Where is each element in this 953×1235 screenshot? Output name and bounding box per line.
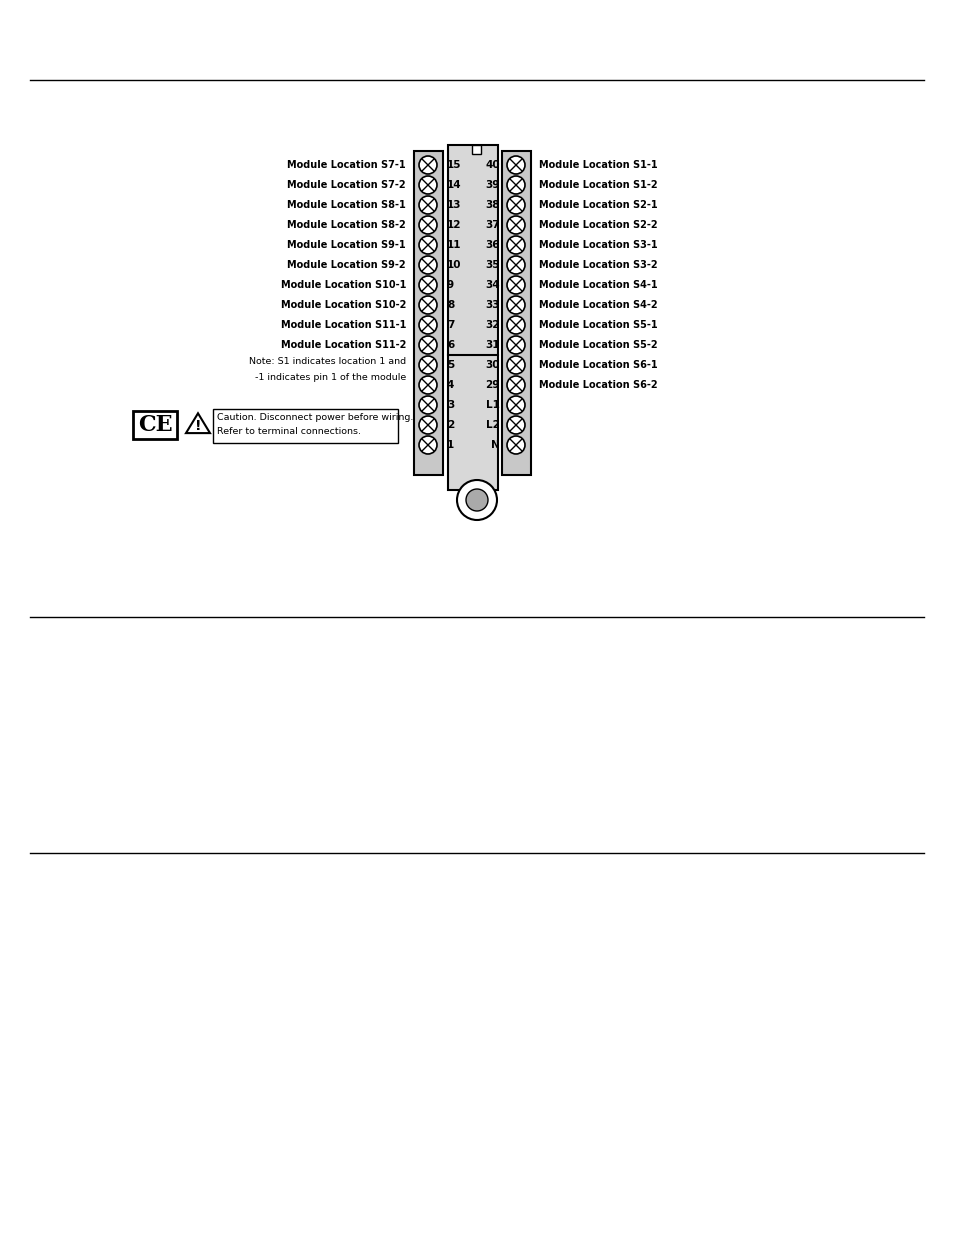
Bar xyxy=(472,144,481,154)
Text: Module Location S2-2: Module Location S2-2 xyxy=(538,220,657,230)
Text: 4: 4 xyxy=(447,380,454,390)
Circle shape xyxy=(418,177,436,194)
Text: 15: 15 xyxy=(447,161,461,170)
Text: 2: 2 xyxy=(447,420,454,430)
Text: Module Location S8-2: Module Location S8-2 xyxy=(287,220,406,230)
Text: 29: 29 xyxy=(485,380,499,390)
Text: Module Location S3-1: Module Location S3-1 xyxy=(538,240,657,249)
Circle shape xyxy=(506,296,524,314)
Text: 13: 13 xyxy=(447,200,461,210)
Text: 7: 7 xyxy=(447,320,454,330)
Text: Module Location S1-2: Module Location S1-2 xyxy=(538,180,657,190)
Text: 31: 31 xyxy=(485,340,499,350)
Circle shape xyxy=(418,375,436,394)
Text: Module Location S7-1: Module Location S7-1 xyxy=(287,161,406,170)
Circle shape xyxy=(456,480,497,520)
Text: Module Location S10-1: Module Location S10-1 xyxy=(280,280,406,290)
Text: Module Location S10-2: Module Location S10-2 xyxy=(280,300,406,310)
Bar xyxy=(132,411,177,438)
Text: 38: 38 xyxy=(485,200,499,210)
Text: 32: 32 xyxy=(485,320,499,330)
Circle shape xyxy=(418,336,436,354)
Text: Module Location S11-2: Module Location S11-2 xyxy=(280,340,406,350)
Text: L2: L2 xyxy=(486,420,499,430)
Text: 9: 9 xyxy=(447,280,454,290)
Text: Module Location S5-1: Module Location S5-1 xyxy=(538,320,657,330)
Text: 5: 5 xyxy=(447,359,454,370)
Circle shape xyxy=(418,296,436,314)
Text: Module Location S4-2: Module Location S4-2 xyxy=(538,300,657,310)
Bar xyxy=(501,151,531,475)
Circle shape xyxy=(418,216,436,233)
Circle shape xyxy=(506,396,524,414)
Circle shape xyxy=(506,356,524,374)
Text: Module Location S3-2: Module Location S3-2 xyxy=(538,261,657,270)
Circle shape xyxy=(418,275,436,294)
Circle shape xyxy=(418,396,436,414)
Text: 12: 12 xyxy=(447,220,461,230)
Text: 6: 6 xyxy=(447,340,454,350)
Circle shape xyxy=(418,236,436,254)
Text: 35: 35 xyxy=(485,261,499,270)
Text: 40: 40 xyxy=(485,161,499,170)
Text: N: N xyxy=(491,440,499,450)
Circle shape xyxy=(418,256,436,274)
Text: Module Location S4-1: Module Location S4-1 xyxy=(538,280,657,290)
Circle shape xyxy=(418,436,436,454)
Text: 34: 34 xyxy=(485,280,499,290)
Text: Module Location S7-2: Module Location S7-2 xyxy=(287,180,406,190)
Circle shape xyxy=(506,177,524,194)
Text: CE: CE xyxy=(137,414,172,436)
Circle shape xyxy=(418,196,436,214)
Text: Module Location S9-2: Module Location S9-2 xyxy=(287,261,406,270)
Text: Note: S1 indicates location 1 and: Note: S1 indicates location 1 and xyxy=(249,357,406,366)
Text: -1 indicates pin 1 of the module: -1 indicates pin 1 of the module xyxy=(254,373,406,382)
Text: !: ! xyxy=(194,419,201,433)
Text: 10: 10 xyxy=(447,261,461,270)
Circle shape xyxy=(465,489,488,511)
Text: Module Location S6-2: Module Location S6-2 xyxy=(538,380,657,390)
Text: Module Location S11-1: Module Location S11-1 xyxy=(280,320,406,330)
Bar xyxy=(448,144,497,490)
Circle shape xyxy=(506,156,524,174)
Text: 37: 37 xyxy=(485,220,499,230)
Text: Module Location S6-1: Module Location S6-1 xyxy=(538,359,657,370)
Circle shape xyxy=(506,316,524,333)
Polygon shape xyxy=(186,414,210,433)
Text: 30: 30 xyxy=(485,359,499,370)
Text: 36: 36 xyxy=(485,240,499,249)
Text: Module Location S9-1: Module Location S9-1 xyxy=(287,240,406,249)
Text: 3: 3 xyxy=(447,400,454,410)
Circle shape xyxy=(506,216,524,233)
Circle shape xyxy=(506,275,524,294)
Text: Module Location S8-1: Module Location S8-1 xyxy=(287,200,406,210)
Text: 1: 1 xyxy=(447,440,454,450)
Circle shape xyxy=(506,375,524,394)
Circle shape xyxy=(506,436,524,454)
Circle shape xyxy=(506,196,524,214)
Text: 39: 39 xyxy=(485,180,499,190)
Text: 8: 8 xyxy=(447,300,454,310)
Circle shape xyxy=(418,156,436,174)
Text: Refer to terminal connections.: Refer to terminal connections. xyxy=(216,427,360,436)
Text: Module Location S5-2: Module Location S5-2 xyxy=(538,340,657,350)
Bar xyxy=(213,409,397,443)
Circle shape xyxy=(506,416,524,433)
Text: L1: L1 xyxy=(486,400,499,410)
Circle shape xyxy=(506,256,524,274)
Circle shape xyxy=(418,356,436,374)
Text: Module Location S1-1: Module Location S1-1 xyxy=(538,161,657,170)
Text: Module Location S2-1: Module Location S2-1 xyxy=(538,200,657,210)
Bar xyxy=(414,151,442,475)
Text: 33: 33 xyxy=(485,300,499,310)
Text: Caution. Disconnect power before wiring.: Caution. Disconnect power before wiring. xyxy=(216,414,413,422)
Circle shape xyxy=(506,236,524,254)
Circle shape xyxy=(418,416,436,433)
Circle shape xyxy=(418,316,436,333)
Text: 11: 11 xyxy=(447,240,461,249)
Text: 14: 14 xyxy=(447,180,461,190)
Circle shape xyxy=(506,336,524,354)
